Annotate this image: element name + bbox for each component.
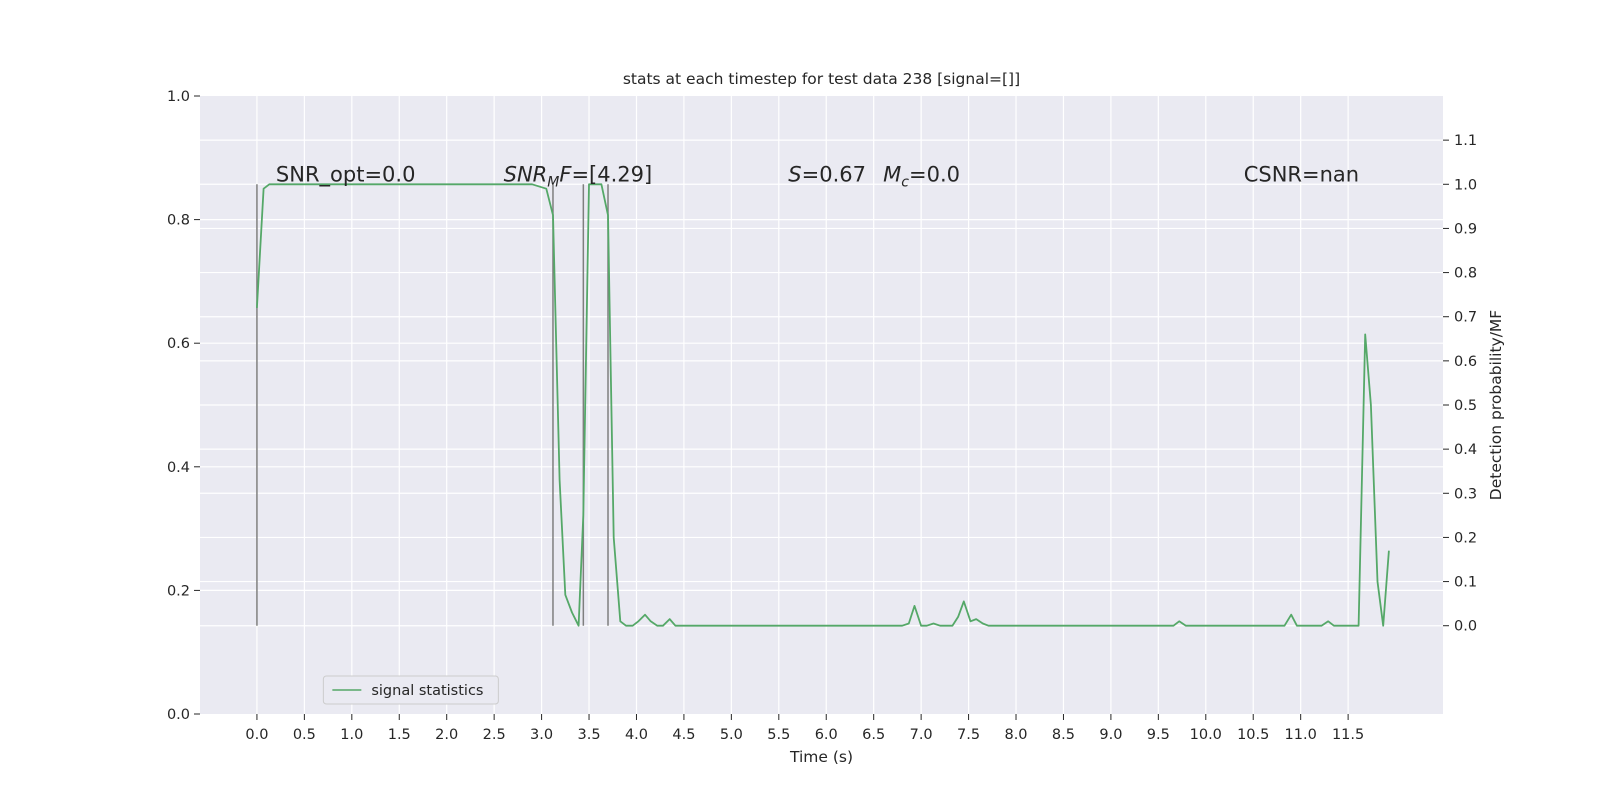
annotation-s: S=0.67 bbox=[788, 162, 866, 186]
x-tick-label: 6.5 bbox=[862, 727, 885, 743]
y-right-tick-label: 1.0 bbox=[1454, 177, 1477, 193]
y-right-tick-label: 1.1 bbox=[1454, 133, 1477, 149]
x-tick-label: 3.5 bbox=[577, 727, 600, 743]
grid-lines-left bbox=[200, 219, 1443, 592]
mc-symbol: M bbox=[883, 162, 901, 186]
x-axis-ticks: 0.0 0.5 1.0 1.5 2.0 2.5 3.0 3.5 4.0 4.5 5.0 5.5 6.0 6… bbox=[245, 714, 1364, 743]
y-right-tick-label: 0.5 bbox=[1454, 398, 1477, 414]
y-right-tick-label: 0.7 bbox=[1454, 310, 1477, 326]
x-tick-label: 3.0 bbox=[530, 727, 553, 743]
legend-label: signal statistics bbox=[371, 683, 483, 699]
x-tick-label: 7.5 bbox=[957, 727, 980, 743]
series-group bbox=[256, 183, 1390, 627]
x-tick-label: 0.5 bbox=[293, 727, 316, 743]
snr-mf-symbol: SNR bbox=[504, 162, 548, 186]
x-tick-label: 2.0 bbox=[435, 727, 458, 743]
x-tick-label: 4.5 bbox=[672, 727, 695, 743]
y-left-tick-label: 0.0 bbox=[167, 707, 190, 723]
y-right-tick-label: 0.6 bbox=[1454, 354, 1477, 370]
x-tick-label: 6.0 bbox=[815, 727, 838, 743]
mc-subscript: c bbox=[901, 174, 909, 190]
annotation-snr-opt: SNR_opt=0.0 bbox=[276, 162, 416, 187]
x-tick-label: 4.0 bbox=[625, 727, 648, 743]
x-tick-label: 0.0 bbox=[245, 727, 268, 743]
legend: signal statistics bbox=[322, 675, 499, 705]
y-left-tick-label: 0.6 bbox=[167, 336, 190, 352]
snr-mf-subscript: M bbox=[547, 174, 559, 190]
y-left-axis-ticks: 0.0 0.2 0.4 0.6 0.8 1.0 bbox=[167, 89, 200, 723]
x-tick-label: 11.5 bbox=[1332, 727, 1364, 743]
y-right-tick-label: 0.1 bbox=[1454, 575, 1477, 591]
annotation-csnr: CSNR=nan bbox=[1244, 162, 1359, 186]
snr-mf-value: =[4.29] bbox=[571, 162, 652, 186]
y-right-tick-label: 0.3 bbox=[1454, 486, 1477, 502]
y-left-tick-label: 0.2 bbox=[167, 583, 190, 599]
x-tick-label: 11.0 bbox=[1285, 727, 1317, 743]
x-tick-label: 7.0 bbox=[910, 727, 933, 743]
y-right-tick-label: 0.8 bbox=[1454, 266, 1477, 282]
legend-box bbox=[322, 675, 499, 705]
series-line-signal-statistics bbox=[256, 183, 1390, 627]
x-tick-label: 9.0 bbox=[1099, 727, 1122, 743]
annotation-snr-mf: SNRMF=[4.29] bbox=[504, 162, 653, 190]
x-tick-label: 5.5 bbox=[767, 727, 790, 743]
y-left-tick-label: 0.8 bbox=[167, 213, 190, 229]
snr-mf-rest: F bbox=[559, 162, 572, 186]
y-right-axis-label: Detection probability/MF bbox=[1487, 310, 1505, 501]
x-tick-label: 9.5 bbox=[1147, 727, 1170, 743]
y-right-tick-label: 0.0 bbox=[1454, 619, 1477, 635]
vertical-markers bbox=[256, 184, 609, 626]
y-left-tick-label: 0.4 bbox=[167, 460, 190, 476]
x-tick-label: 5.0 bbox=[720, 727, 743, 743]
x-tick-label: 2.5 bbox=[483, 727, 506, 743]
x-tick-label: 10.5 bbox=[1237, 727, 1269, 743]
s-value: =0.67 bbox=[802, 162, 866, 186]
x-tick-label: 8.5 bbox=[1052, 727, 1075, 743]
annotation-mc: Mc=0.0 bbox=[883, 162, 960, 190]
grid-lines-right bbox=[200, 139, 1443, 627]
y-right-tick-label: 0.2 bbox=[1454, 530, 1477, 546]
x-tick-label: 10.0 bbox=[1190, 727, 1222, 743]
y-right-tick-label: 0.9 bbox=[1454, 221, 1477, 237]
x-tick-label: 8.0 bbox=[1004, 727, 1027, 743]
chart-title: stats at each timestep for test data 238… bbox=[623, 70, 1020, 88]
y-right-axis-ticks: 0.0 0.1 0.2 0.3 0.4 0.5 0.6 0.7 0.8 0.9 1.0 1.1 bbox=[1443, 133, 1477, 635]
x-tick-label: 1.0 bbox=[340, 727, 363, 743]
y-left-tick-label: 1.0 bbox=[167, 89, 190, 105]
x-axis-label: Time (s) bbox=[789, 748, 853, 766]
mc-value: =0.0 bbox=[909, 162, 960, 186]
x-tick-label: 1.5 bbox=[388, 727, 411, 743]
y-right-tick-label: 0.4 bbox=[1454, 442, 1477, 458]
s-symbol: S bbox=[788, 162, 801, 186]
